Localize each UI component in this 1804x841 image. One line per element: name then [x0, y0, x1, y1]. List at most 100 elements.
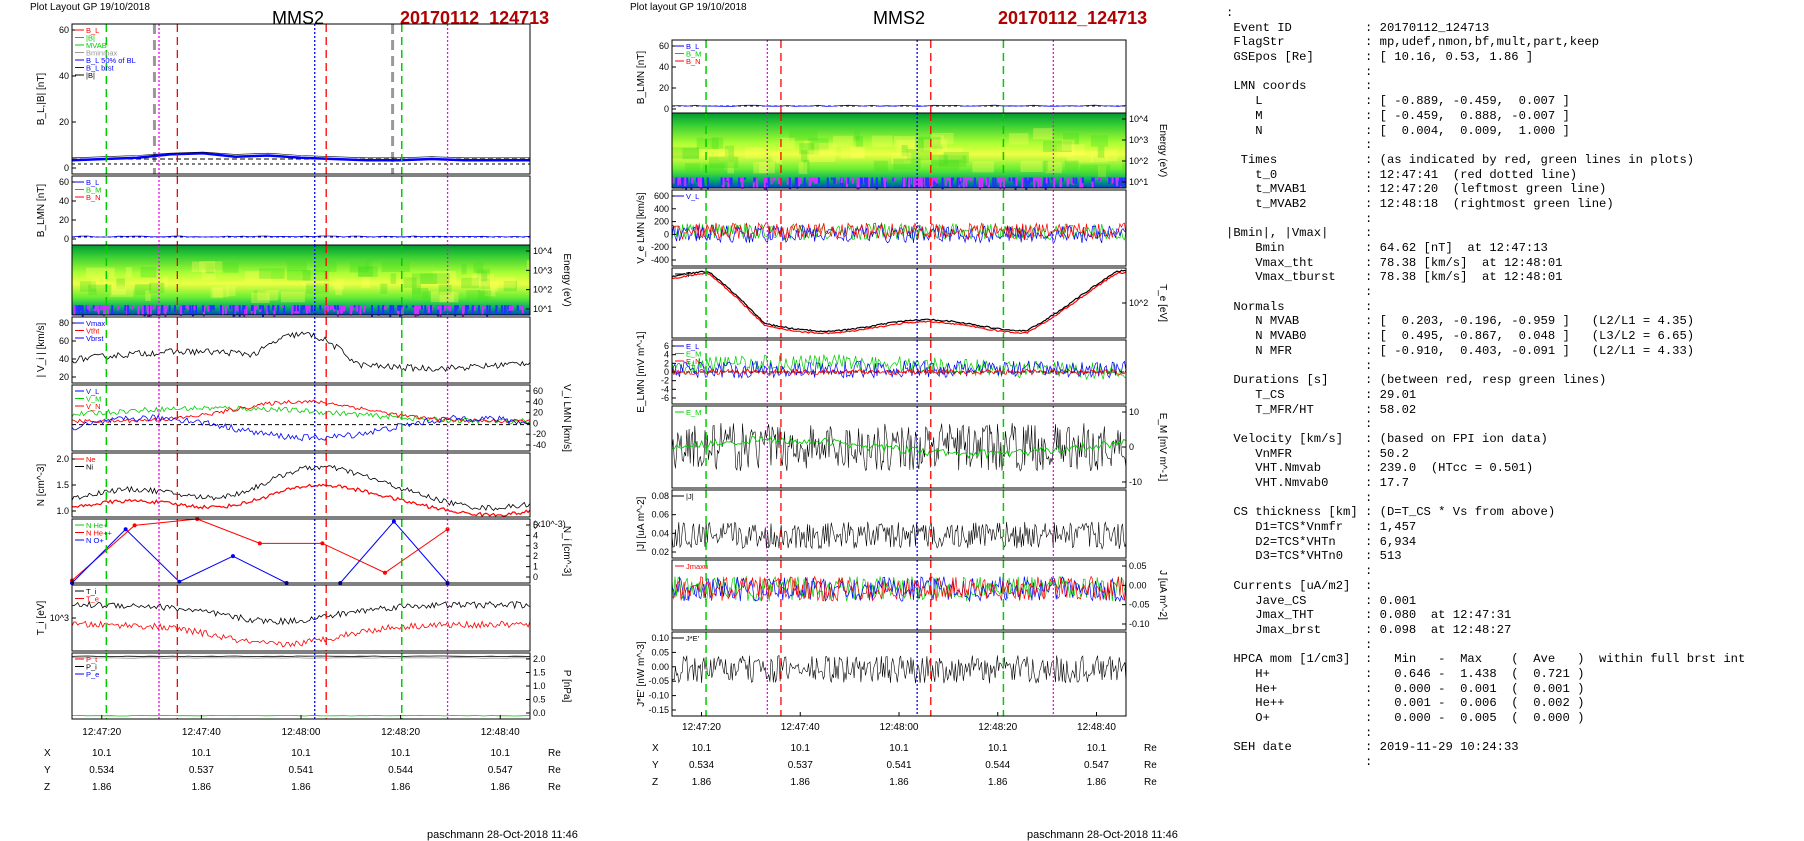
- orbit-unit: Re: [548, 782, 561, 793]
- spectrogram-noise: [255, 305, 258, 310]
- legend-entry: Vbrst: [86, 334, 104, 343]
- spectrogram-patch: [799, 143, 820, 155]
- y-tick-label: 20: [533, 408, 543, 418]
- spectrogram-patch: [1057, 144, 1085, 156]
- info-value: : mp,udef,nmon,bf,mult,part,keep: [1365, 35, 1600, 50]
- y-tick-label: 40: [59, 196, 69, 206]
- info-line: N: [ 0.004, 0.009, 1.000 ]: [1226, 124, 1796, 139]
- y-axis-label: J*E' [nW m^-3]: [636, 641, 647, 707]
- panel-frame: [71, 23, 531, 175]
- spectrogram-patch: [477, 289, 489, 301]
- orbit-value: 10.1: [1087, 743, 1107, 754]
- spectrogram-patch: [301, 274, 325, 286]
- spectrogram-patch: [938, 155, 967, 167]
- orbit-row-label: Z: [44, 782, 50, 793]
- spectrogram-noise: [364, 305, 367, 310]
- info-key: Durations [s]: [1226, 373, 1329, 388]
- spectrogram-noise: [353, 305, 356, 308]
- info-line: Bmin: 64.62 [nT] at 12:47:13: [1226, 241, 1796, 256]
- info-line: :: [1226, 755, 1796, 770]
- spectrogram-patch: [333, 278, 345, 290]
- series-line: [671, 104, 1127, 107]
- spectrogram-patch: [871, 135, 893, 147]
- spectrogram-noise: [1027, 177, 1030, 186]
- y-tick-label: 0.02: [651, 547, 669, 557]
- orbit-value: 10.1: [988, 743, 1008, 754]
- spectrogram-noise: [1123, 177, 1126, 186]
- spectrogram-patch: [140, 267, 157, 278]
- legend-entry: E_M: [686, 408, 701, 417]
- spectrogram-patch: [357, 266, 378, 277]
- spectrogram-patch: [798, 162, 808, 174]
- info-line: N MFR: [ -0.910, 0.403, -0.091 ] (L2/L1 …: [1226, 344, 1796, 359]
- spectrogram-patch: [526, 259, 530, 271]
- legend-entry: E_L: [686, 342, 699, 351]
- spectrogram-noise: [811, 177, 814, 181]
- spectrogram-noise: [679, 177, 682, 185]
- spectrogram-noise: [233, 305, 236, 317]
- panel-background: [72, 653, 530, 719]
- info-key: Vmax_tburst: [1226, 270, 1336, 285]
- y-tick-label: 2: [664, 358, 669, 368]
- panel-frame: [71, 518, 531, 584]
- info-line: Durations [s]: (between red, resp green …: [1226, 373, 1796, 388]
- spectrogram-patch: [280, 291, 305, 303]
- spectrogram-patch: [212, 286, 229, 298]
- time-tick-label: 12:47:40: [182, 727, 221, 738]
- spectrogram-noise: [767, 177, 770, 188]
- spectrogram-noise: [436, 305, 439, 310]
- spectrogram-noise: [773, 177, 776, 181]
- spectrogram-patch: [287, 260, 307, 271]
- spectrogram-noise: [702, 177, 705, 188]
- spectrogram-noise: [920, 177, 923, 189]
- orbit-value: 0.547: [488, 765, 513, 776]
- spectrogram-noise: [164, 305, 167, 312]
- spectrogram-noise: [185, 305, 188, 309]
- panel-2: 600 400 200 0 -200 -400 V_e LMN [km/s] V_L: [636, 189, 1127, 267]
- panel-5: 10 0 -10 E_M [mV m^-1] E_M: [671, 405, 1168, 489]
- y-tick-label: 1.0: [533, 681, 546, 691]
- series-line: [671, 423, 1127, 472]
- spectrogram-patch: [893, 158, 921, 170]
- info-value: :: [1365, 637, 1373, 652]
- spectrogram-noise: [141, 305, 144, 316]
- info-key: |Bmin|, |Vmax|: [1226, 226, 1329, 241]
- spectrogram-noise: [173, 305, 176, 312]
- spectrogram-noise: [449, 305, 452, 312]
- spectrogram-noise: [359, 305, 362, 316]
- spectrogram-noise: [183, 305, 186, 311]
- info-line: :: [1226, 417, 1796, 432]
- spectrogram-noise: [858, 177, 861, 189]
- spectrogram-noise: [283, 305, 286, 315]
- y-axis-label: B_LMN [nT]: [36, 184, 47, 238]
- spectrogram-noise: [1097, 177, 1100, 180]
- info-value: : 17.7: [1365, 476, 1409, 490]
- mid-layout-label: Plot layout GP 19/10/2018: [630, 2, 747, 13]
- y-axis-label: E_M [mV m^-1]: [1157, 413, 1168, 482]
- spectrogram-noise: [994, 177, 997, 189]
- scale-label: (x10^-3): [533, 519, 566, 529]
- y-tick-label: 10^2: [533, 285, 552, 295]
- spectrogram-noise: [868, 177, 871, 187]
- orbit-value: 0.541: [288, 765, 313, 776]
- spectrogram-noise: [981, 177, 984, 188]
- spectrogram-noise: [1035, 177, 1038, 181]
- spectrogram-noise: [770, 177, 773, 185]
- spectrogram-patch: [80, 281, 97, 292]
- panel-background: [672, 632, 1126, 716]
- y-tick-label: 10^3: [533, 265, 552, 275]
- spectrogram-noise: [273, 305, 276, 317]
- spectrogram-noise: [815, 177, 818, 184]
- spectrogram-patch: [972, 161, 994, 173]
- spectrogram-patch: [873, 160, 888, 172]
- spectrogram-noise: [236, 305, 239, 312]
- info-key: CS thickness [km]: [1226, 505, 1358, 520]
- spectrogram-noise: [86, 305, 89, 310]
- spectrogram-noise: [728, 177, 731, 185]
- spectrogram-noise: [500, 305, 503, 313]
- info-value: :: [1365, 755, 1373, 770]
- time-tick-label: 12:48:40: [481, 727, 520, 738]
- legend-entry: B_M: [686, 50, 701, 59]
- spectrogram-patch: [461, 277, 480, 289]
- y-tick-label: 600: [654, 191, 669, 201]
